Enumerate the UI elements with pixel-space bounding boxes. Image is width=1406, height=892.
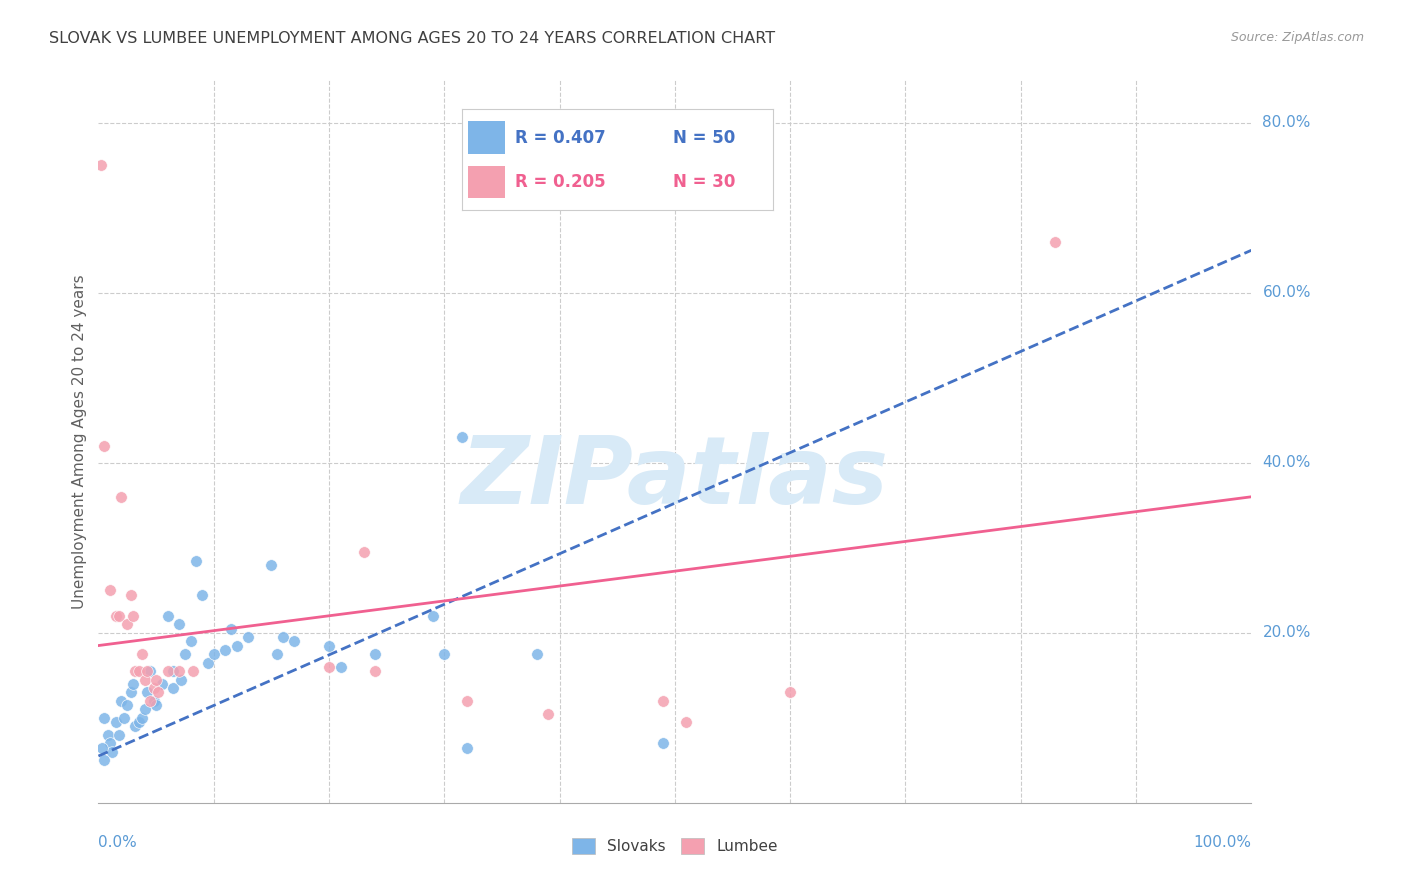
Point [271,630,294,644]
Point [238,630,260,644]
Point [145,698,167,712]
Point [98,583,121,598]
Point [142,694,165,708]
Point [112,711,135,725]
Text: 40.0%: 40.0% [1263,455,1310,470]
Point [97,728,120,742]
Point [90,740,112,755]
Point [180,634,202,648]
Point [131,711,153,725]
Point [122,608,145,623]
Point [353,545,375,559]
Point [456,694,478,708]
Point [181,664,204,678]
Point [1045,235,1067,249]
Point [260,558,283,572]
Text: SLOVAK VS LUMBEE UNEMPLOYMENT AMONG AGES 20 TO 24 YEARS CORRELATION CHART: SLOVAK VS LUMBEE UNEMPLOYMENT AMONG AGES… [49,31,775,46]
Point [93,439,115,453]
Point [364,647,387,661]
Point [318,660,340,674]
Point [329,660,352,674]
Point [117,617,139,632]
Text: ZIPatlas: ZIPatlas [461,432,889,524]
Point [117,698,139,712]
Text: 100.0%: 100.0% [1194,835,1251,850]
Point [197,656,219,670]
Point [779,685,801,699]
Point [652,736,675,750]
Point [456,740,478,755]
Point [131,647,153,661]
Point [162,681,184,695]
Point [167,664,190,678]
Point [139,694,162,708]
Point [186,553,208,567]
Point [108,608,131,623]
Y-axis label: Unemployment Among Ages 20 to 24 years: Unemployment Among Ages 20 to 24 years [72,274,87,609]
Point [120,685,142,699]
Point [150,677,173,691]
Point [191,588,214,602]
Point [93,753,115,767]
Point [145,673,167,687]
Legend: Slovaks, Lumbee: Slovaks, Lumbee [567,832,783,860]
Point [90,158,112,172]
Text: 60.0%: 60.0% [1263,285,1310,301]
Point [120,588,142,602]
Point [128,714,150,729]
Point [110,694,132,708]
Point [101,745,124,759]
Point [156,608,179,623]
Point [104,714,127,729]
Text: 20.0%: 20.0% [1263,625,1310,640]
Point [142,681,165,695]
Point [122,677,145,691]
Point [170,673,193,687]
Point [134,702,156,716]
Point [139,664,162,678]
Point [214,642,236,657]
Text: 80.0%: 80.0% [1263,115,1310,130]
Point [128,664,150,678]
Text: Source: ZipAtlas.com: Source: ZipAtlas.com [1230,31,1364,45]
Point [162,664,184,678]
Point [135,664,157,678]
Point [108,728,131,742]
Point [202,647,225,661]
Point [364,664,387,678]
Point [134,673,156,687]
Point [225,639,247,653]
Point [124,664,146,678]
Point [433,647,456,661]
Point [675,714,697,729]
Point [318,639,340,653]
Point [174,647,197,661]
Text: 0.0%: 0.0% [98,835,138,850]
Point [135,685,157,699]
Point [167,617,190,632]
Point [450,430,472,444]
Point [124,719,146,733]
Point [104,608,127,623]
Point [526,647,548,661]
Point [422,608,444,623]
Point [156,664,179,678]
Point [219,622,242,636]
Point [652,694,675,708]
Point [283,634,305,648]
Point [266,647,288,661]
Point [537,706,560,721]
Point [148,685,170,699]
Point [110,490,132,504]
Point [98,736,121,750]
Point [93,711,115,725]
